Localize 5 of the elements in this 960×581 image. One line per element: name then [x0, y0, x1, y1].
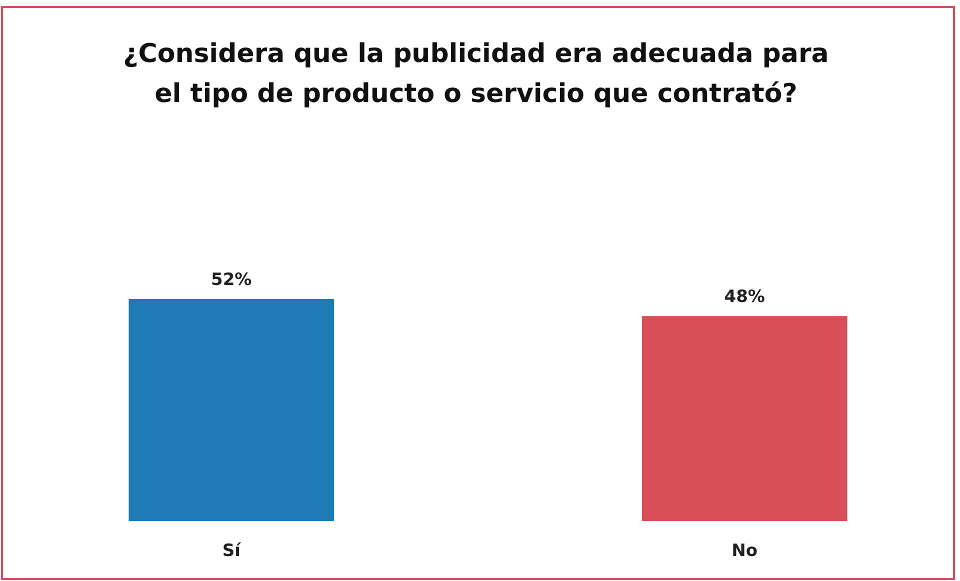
data-label: 52%: [211, 270, 252, 290]
x-tick-label: No: [732, 541, 758, 561]
data-label: 48%: [724, 287, 765, 308]
x-tick-label: Sí: [222, 541, 242, 561]
chart-title: ¿Considera que la publicidad era adecuada para el tipo de producto o servicio que contrató?: [123, 39, 829, 109]
